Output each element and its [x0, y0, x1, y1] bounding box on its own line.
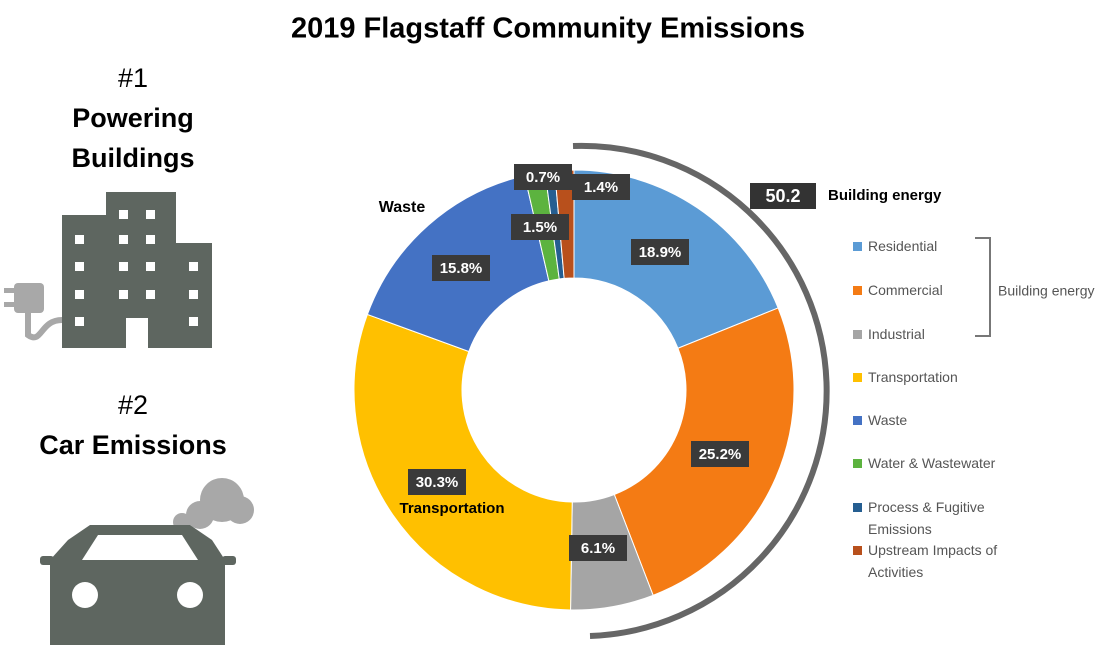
legend-item: Industrial: [853, 323, 1038, 345]
value-label: 6.1%: [581, 540, 615, 557]
legend-label: Process & Fugitive Emissions: [868, 499, 985, 537]
legend-swatch: [853, 416, 862, 425]
value-label-box: [408, 469, 466, 495]
rank-label: Car Emissions: [39, 430, 227, 460]
value-label: 0.7%: [526, 169, 560, 186]
value-label-box: [514, 164, 572, 190]
building-arc: [572, 142, 830, 639]
rank-1: #1 Powering Buildings: [23, 58, 243, 178]
legend-label: Industrial: [868, 326, 925, 342]
legend-label: Commercial: [868, 282, 943, 298]
rank: #2: [117, 390, 149, 420]
legend-swatch: [853, 503, 862, 512]
legend-swatch: [853, 286, 862, 295]
rank: #1: [117, 63, 149, 93]
slice-annotation: Transportation: [399, 500, 504, 517]
legend-item: Process & Fugitive Emissions: [853, 496, 1038, 540]
rank-2: #2 Car Emissions: [23, 385, 243, 465]
legend-item: Commercial: [853, 279, 1038, 301]
bracket-label: Building energy: [998, 283, 1095, 299]
legend-swatch: [853, 546, 862, 555]
legend-label: Waste: [868, 412, 908, 428]
legend-item: Waste: [853, 409, 1038, 431]
value-label-box: [569, 535, 627, 561]
legend-swatch: [853, 330, 862, 339]
legend-swatch: [853, 459, 862, 468]
legend-label: Upstream Impacts of Activities: [868, 542, 998, 580]
value-label: 1.5%: [523, 219, 557, 236]
legend-label: Transportation: [868, 369, 958, 385]
legend-label: Residential: [868, 238, 938, 254]
value-label-box: [631, 239, 689, 265]
car-icon: [40, 478, 254, 645]
legend-item: Transportation: [853, 366, 1038, 388]
value-label: 25.2%: [699, 446, 742, 463]
rank-label: Powering Buildings: [71, 103, 195, 173]
legend-swatch: [853, 373, 862, 382]
building-icon: [4, 192, 212, 348]
legend-swatch: [853, 242, 862, 251]
legend-label: Water & Wastewater: [868, 455, 996, 471]
value-label-box: [511, 214, 569, 240]
slice: [353, 313, 573, 611]
legend-item: Upstream Impacts of Activities: [853, 539, 1038, 583]
value-label-box: [691, 441, 749, 467]
value-label-box: [432, 255, 490, 281]
chart-title: 2019 Flagstaff Community Emissions: [291, 13, 805, 45]
value-label: 1.4%: [584, 179, 618, 196]
legend-item: Residential: [853, 235, 1038, 257]
value-label: 30.3%: [416, 474, 459, 491]
value-label: 18.9%: [639, 244, 682, 261]
callout-box: [750, 183, 816, 209]
value-label-box: [572, 174, 630, 200]
callout-label: Building energy: [828, 187, 942, 204]
legend-item: Water & Wastewater: [853, 452, 1038, 474]
value-label: 15.8%: [440, 260, 483, 277]
callout-value: 50.2: [765, 186, 800, 206]
slice-annotation: Waste: [379, 199, 426, 216]
bracket: [975, 237, 991, 337]
